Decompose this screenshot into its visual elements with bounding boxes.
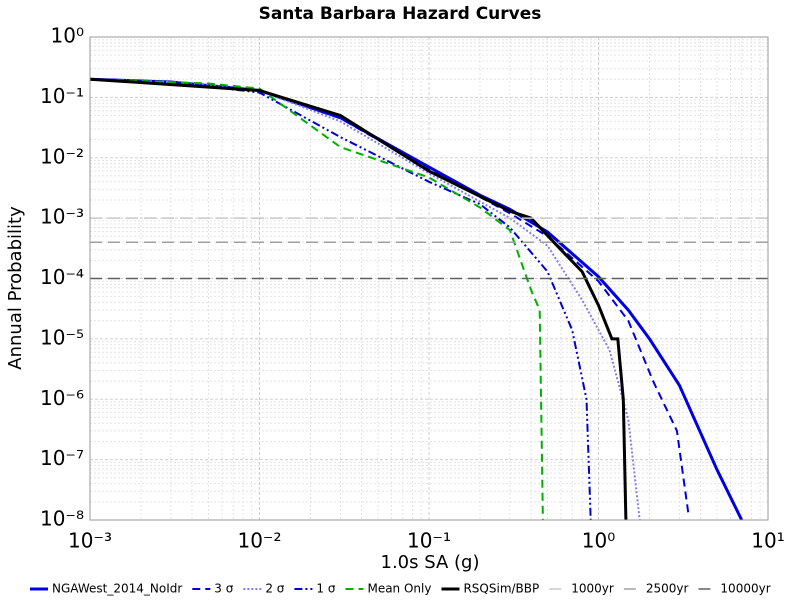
plot-frame [89, 36, 769, 521]
x-tick-label: 10⁻² [237, 529, 281, 553]
chart-title: Santa Barbara Hazard Curves [259, 4, 542, 24]
y-axis-label: Annual Probability [5, 206, 26, 370]
y-tick-label: 10⁻² [40, 144, 84, 168]
y-tick-label: 10⁻⁴ [40, 265, 84, 289]
series-line [90, 77, 628, 520]
labels: 10⁻³ 10⁻² 10⁻¹ 10⁰ 10¹ 10⁻⁸ 10⁻⁷ 10⁻⁶ 10⁻⁵ 10⁻⁴ 10… [40, 24, 785, 553]
legend-label: Mean Only [367, 582, 431, 596]
y-tick-label: 10⁻⁷ [40, 446, 84, 470]
x-tick-label: 10⁻³ [68, 529, 112, 553]
series-line [90, 78, 592, 520]
y-tick-label: 10⁻⁶ [40, 386, 84, 410]
series-line [90, 78, 544, 520]
x-tick-label: 10⁻¹ [407, 529, 451, 553]
legend-label: NGAWest_2014_NoIdr [52, 582, 182, 596]
plot-lines [90, 77, 768, 520]
legend-label: 1000yr [571, 582, 614, 596]
legend-label: 2 σ [265, 582, 284, 596]
legend-label: 2500yr [646, 582, 689, 596]
y-tick-label: 10⁰ [51, 24, 84, 48]
legend-label: 3 σ [214, 582, 233, 596]
x-tick-label: 10¹ [751, 529, 784, 553]
legend-label: 1 σ [316, 582, 335, 596]
legend-label: 10000yr [720, 582, 770, 596]
y-tick-label: 10⁻⁵ [40, 325, 84, 349]
series-line [90, 78, 690, 516]
y-tick-label: 10⁻⁸ [40, 507, 84, 531]
legend-label: RSQSim/BBP [463, 582, 539, 596]
y-tick-label: 10⁻³ [40, 205, 84, 229]
legend: NGAWest_2014_NoIdr 3 σ 2 σ 1 σ Mean Only RSQS… [30, 582, 771, 596]
x-axis-label: 1.0s SA (g) [381, 552, 480, 573]
x-tick-label: 10⁰ [582, 529, 615, 553]
y-tick-label: 10⁻¹ [40, 84, 84, 108]
